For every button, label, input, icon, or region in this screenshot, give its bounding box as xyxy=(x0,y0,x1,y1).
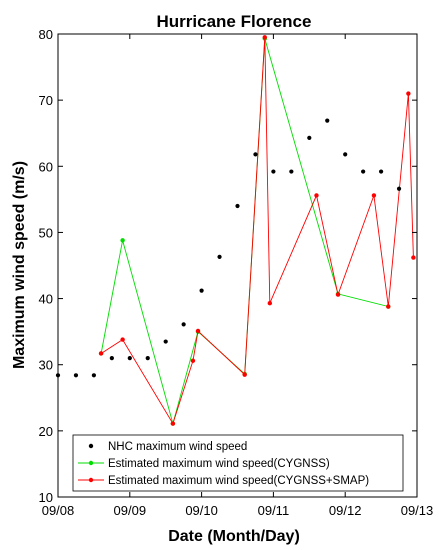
y-tick-label: 10 xyxy=(39,490,53,505)
data-point xyxy=(235,203,240,209)
y-tick-label: 60 xyxy=(39,159,53,174)
legend-box xyxy=(72,434,404,492)
legend-label: NHC maximum wind speed xyxy=(108,441,247,453)
data-point xyxy=(262,35,267,40)
data-point xyxy=(289,169,294,174)
y-tick-label: 50 xyxy=(39,225,53,240)
plot-frame xyxy=(57,33,418,498)
x-tick-label: 09/09 xyxy=(114,503,147,518)
data-point xyxy=(253,152,258,157)
ticks-layer: 10 20 30 40 50 60 70 80 09/08 09/09 09/10 09/11 09/1… xyxy=(39,27,434,518)
series-layer xyxy=(55,35,416,426)
legend-label: Estimated maximum wind speed(CYGNSS) xyxy=(108,458,330,470)
legend-label: Estimated maximum wind speed(CYGNSS+SMAP… xyxy=(108,475,369,487)
legend-item: Estimated maximum wind speed(CYGNSS) xyxy=(78,458,330,470)
legend-marker xyxy=(88,477,94,483)
data-point xyxy=(190,358,196,363)
data-point xyxy=(127,356,132,361)
data-point xyxy=(199,288,204,293)
x-tick-label: 09/11 xyxy=(258,503,290,518)
y-axis-label: Maximum wind speed (m/s) xyxy=(11,161,28,369)
legend-item: Estimated maximum wind speed(CYGNSS+SMAP… xyxy=(78,475,369,487)
legend-item: NHC maximum wind speed xyxy=(88,441,247,453)
y-tick-label: 70 xyxy=(39,93,53,108)
data-point xyxy=(325,118,330,123)
data-point xyxy=(91,373,96,378)
data-point xyxy=(379,169,384,174)
data-point xyxy=(109,356,114,361)
legend: NHC maximum wind speed Estimated maximum … xyxy=(72,434,404,492)
data-point xyxy=(120,337,125,342)
data-point xyxy=(217,254,222,260)
data-point xyxy=(406,91,411,96)
data-point xyxy=(181,322,186,327)
y-tick-label: 80 xyxy=(39,27,53,42)
data-point xyxy=(411,255,416,260)
data-point xyxy=(335,292,341,297)
data-point xyxy=(271,169,276,174)
data-point xyxy=(98,351,104,356)
y-tick-label: 40 xyxy=(39,292,53,307)
data-point xyxy=(195,328,201,334)
x-axis-label: Date (Month/Day) xyxy=(168,528,300,545)
series-line xyxy=(100,38,389,426)
chart-title: Hurricane Florence xyxy=(157,12,312,31)
data-point xyxy=(163,339,168,344)
data-point xyxy=(307,135,312,140)
data-point xyxy=(343,152,348,157)
data-point xyxy=(396,186,402,191)
data-point xyxy=(242,372,247,377)
series-0 xyxy=(55,118,402,378)
y-tick-label: 30 xyxy=(39,358,53,373)
x-tick-label: 09/12 xyxy=(329,503,362,518)
legend-marker xyxy=(88,460,94,466)
x-tick-label: 09/08 xyxy=(42,503,75,518)
y-tick-label: 20 xyxy=(39,424,53,439)
data-point xyxy=(386,304,391,309)
data-point xyxy=(267,301,273,306)
x-tick-label: 09/10 xyxy=(185,503,218,518)
x-tick-label: 09/13 xyxy=(401,503,434,518)
legend-marker xyxy=(88,443,94,449)
series-line xyxy=(100,37,414,425)
series-2 xyxy=(98,35,416,426)
data-point xyxy=(371,193,377,198)
data-point xyxy=(145,356,150,361)
data-point xyxy=(361,169,366,174)
data-point xyxy=(73,373,79,378)
data-point xyxy=(120,238,125,243)
data-point xyxy=(314,193,319,198)
data-point xyxy=(170,421,176,426)
